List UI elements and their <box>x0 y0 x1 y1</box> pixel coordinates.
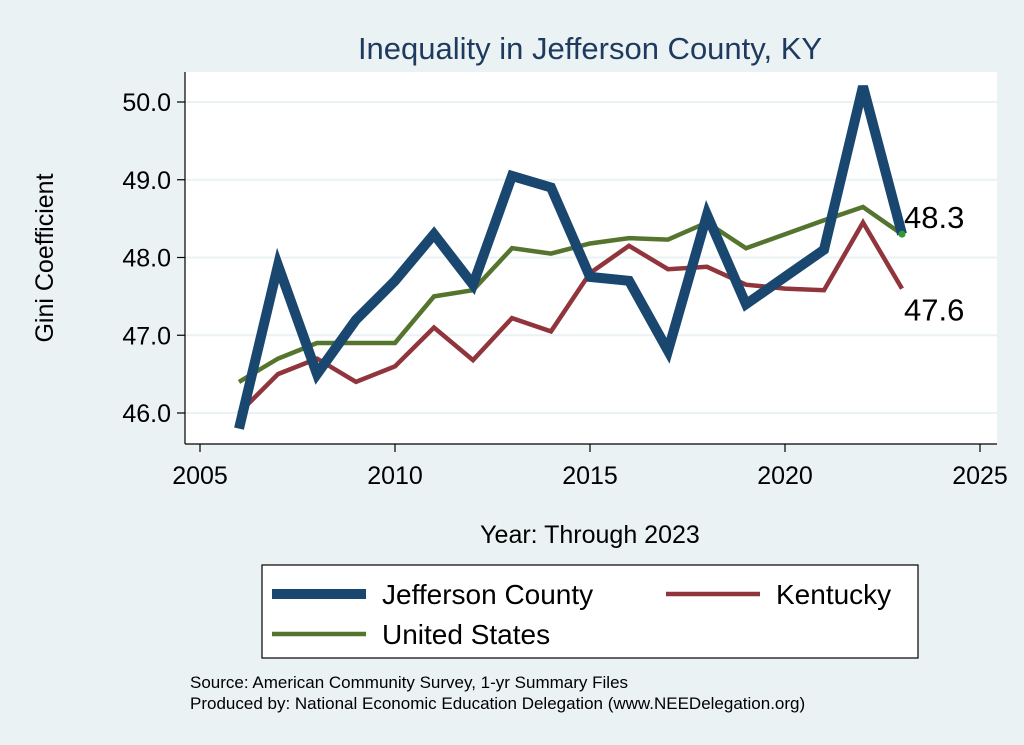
x-tick-label: 2015 <box>562 462 618 490</box>
y-axis-title: Gini Coefficient <box>31 173 59 342</box>
jefferson-county-line <box>234 85 907 430</box>
y-tick-label: 48.0 <box>122 245 171 273</box>
axes: 46.0 47.0 48.0 49.0 50.0 2005 2010 2015 2020 2025 <box>122 72 1008 490</box>
x-tick-label: 2005 <box>172 462 228 490</box>
gridlines <box>185 101 997 414</box>
series-lines <box>234 85 907 430</box>
chart-title: Inequality in Jefferson County, KY <box>358 31 822 66</box>
x-tick-label: 2025 <box>952 462 1008 490</box>
y-tick-label: 49.0 <box>122 167 171 195</box>
producer-note: Produced by: National Economic Education… <box>190 694 805 713</box>
legend-box <box>261 564 919 659</box>
x-tick-label: 2020 <box>757 462 813 490</box>
kentucky-end-label: 47.6 <box>904 293 964 328</box>
source-note: Source: American Community Survey, 1-yr … <box>190 673 628 692</box>
jefferson-county-legend-label: Jefferson County <box>382 579 593 610</box>
kentucky-legend-label: Kentucky <box>776 579 891 610</box>
y-tick-label: 47.0 <box>122 322 171 350</box>
y-tick-label: 46.0 <box>122 400 171 428</box>
united-states-line <box>237 204 904 384</box>
x-tick-label: 2010 <box>367 462 423 490</box>
legend: Jefferson County Kentucky United States <box>261 564 919 659</box>
end-labels: 48.3 47.6 <box>904 200 964 327</box>
united-states-end-marker <box>898 230 906 238</box>
x-axis-title: Year: Through 2023 <box>480 521 700 549</box>
jefferson-county-end-label: 48.3 <box>904 200 964 235</box>
united-states-legend-label: United States <box>382 619 550 650</box>
kentucky-line <box>237 218 904 415</box>
y-tick-label: 50.0 <box>122 89 171 117</box>
